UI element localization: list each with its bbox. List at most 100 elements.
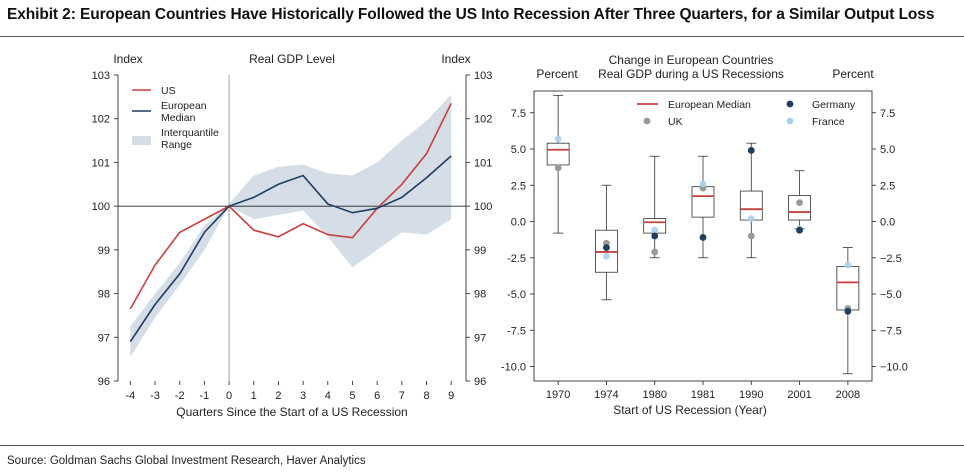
y-tick-label-right: 98: [474, 289, 486, 301]
y-tick-label-right: 5.0: [880, 144, 895, 156]
y-tick-label: 97: [98, 332, 110, 344]
interquantile-band: [130, 94, 452, 357]
point-uk: [651, 248, 659, 256]
x-tick-label: 0: [226, 390, 232, 402]
point-france: [554, 135, 562, 143]
x-tick-label: 5: [349, 390, 355, 402]
legend-label-median: European Median: [668, 99, 751, 111]
x-tick-label: 2: [275, 390, 281, 402]
x-tick-label: 1970: [546, 389, 570, 401]
y-tick-label-right: 100: [474, 201, 492, 213]
legend-label-band-1: Interquantile: [161, 127, 219, 139]
legend-label-europe-2: Median: [161, 112, 196, 124]
legend-label-uk: UK: [668, 116, 683, 128]
box-iqr: [546, 142, 570, 166]
x-tick-label: -2: [175, 390, 185, 402]
point-france: [699, 180, 707, 188]
legend-swatch-band: [132, 136, 151, 145]
legend-swatch-uk: [643, 117, 651, 125]
y-tick-label: 98: [98, 289, 110, 301]
x-tick-label: 1: [251, 390, 257, 402]
right-chart: 7.5 7.5 5.0 5.0 2.5 2.5 0.0 0.0 -2.5 −2.5 -5.0 −5.0…: [501, 90, 908, 401]
x-tick-label: 7: [399, 390, 405, 402]
y-tick-label: 0.0: [511, 217, 526, 229]
left-xlabel: Quarters Since the Start of a US Recessi…: [176, 405, 407, 419]
x-tick-label: -1: [199, 390, 209, 402]
right-chart-title-line1: Change in European Countries: [609, 53, 774, 67]
y-tick-label: 7.5: [511, 108, 526, 120]
legend-label-france: France: [812, 116, 845, 128]
x-tick-label: -3: [150, 390, 160, 402]
exhibit-title: Exhibit 2: European Countries Have Histo…: [7, 6, 935, 23]
y-tick-label: -7.5: [507, 325, 526, 337]
y-tick-label-right: −7.5: [880, 325, 902, 337]
x-tick-label: 4: [325, 390, 331, 402]
y-tick-label: 101: [92, 157, 110, 169]
y-tick-label: -5.0: [507, 289, 526, 301]
right-ylabel-left: Percent: [536, 67, 578, 81]
box-iqr: [836, 266, 860, 311]
point-germany: [844, 308, 852, 315]
x-tick-label: 1980: [642, 389, 666, 401]
y-tick-label-right: 102: [474, 114, 492, 126]
y-tick-label-right: 101: [474, 157, 492, 169]
y-tick-label-right: 2.5: [880, 180, 895, 192]
point-germany: [651, 232, 659, 240]
x-tick-label: 2001: [787, 389, 811, 401]
legend-swatch-germany: [786, 100, 794, 108]
x-tick-label: -4: [125, 390, 135, 402]
point-germany: [603, 244, 610, 252]
legend-label-us: US: [161, 85, 176, 97]
y-tick-label-right: 7.5: [880, 108, 895, 120]
y-tick-label-right: −5.0: [880, 289, 902, 301]
x-tick-label: 9: [448, 390, 454, 402]
x-tick-label: 2008: [836, 389, 860, 401]
y-tick-label: -10.0: [501, 362, 526, 374]
legend-label-band-2: Range: [161, 139, 192, 151]
x-tick-label: 6: [374, 390, 380, 402]
box-iqr: [788, 194, 811, 221]
legend-label-germany: Germany: [812, 99, 856, 111]
point-france: [603, 252, 610, 260]
y-tick-label: 103: [92, 70, 110, 82]
point-france: [844, 261, 852, 269]
point-france: [747, 215, 755, 223]
x-tick-label: 3: [300, 390, 306, 402]
y-tick-label: 100: [92, 201, 110, 213]
y-tick-label-right: 99: [474, 245, 486, 257]
y-tick-label-right: 0.0: [880, 217, 895, 229]
point-uk: [747, 232, 755, 240]
y-tick-label-right: 97: [474, 332, 486, 344]
right-xlabel: Start of US Recession (Year): [613, 403, 767, 417]
point-france: [651, 226, 659, 234]
y-tick-label-right: −10.0: [880, 362, 908, 374]
x-tick-label: 1981: [691, 389, 715, 401]
right-ylabel-right: Percent: [832, 67, 874, 81]
y-tick-label: 96: [98, 376, 110, 388]
y-tick-label: 5.0: [511, 144, 526, 156]
y-tick-label: 99: [98, 245, 110, 257]
series-line-european-median: [129, 155, 452, 343]
y-tick-label: -2.5: [507, 253, 526, 265]
y-tick-label-right: 103: [474, 70, 492, 82]
title-rule: [0, 36, 964, 37]
x-tick-label: 8: [423, 390, 429, 402]
series-line-us: [129, 103, 452, 310]
left-chart-title: Real GDP Level: [249, 52, 335, 66]
left-ylabel-right: Index: [441, 52, 470, 66]
point-uk: [796, 199, 803, 207]
left-ylabel-left: Index: [113, 52, 142, 66]
y-tick-label-right: −2.5: [880, 253, 902, 265]
footer-rule: [0, 445, 964, 446]
y-tick-label: 2.5: [511, 180, 526, 192]
x-tick-label: 1990: [739, 389, 763, 401]
y-tick-label-right: 96: [474, 376, 486, 388]
x-tick-label: 1974: [594, 389, 618, 401]
legend-label-europe-1: European: [161, 100, 207, 112]
point-germany: [747, 147, 755, 154]
point-germany: [699, 234, 707, 241]
legend-swatch-france: [786, 117, 794, 125]
y-tick-label: 102: [92, 114, 110, 126]
